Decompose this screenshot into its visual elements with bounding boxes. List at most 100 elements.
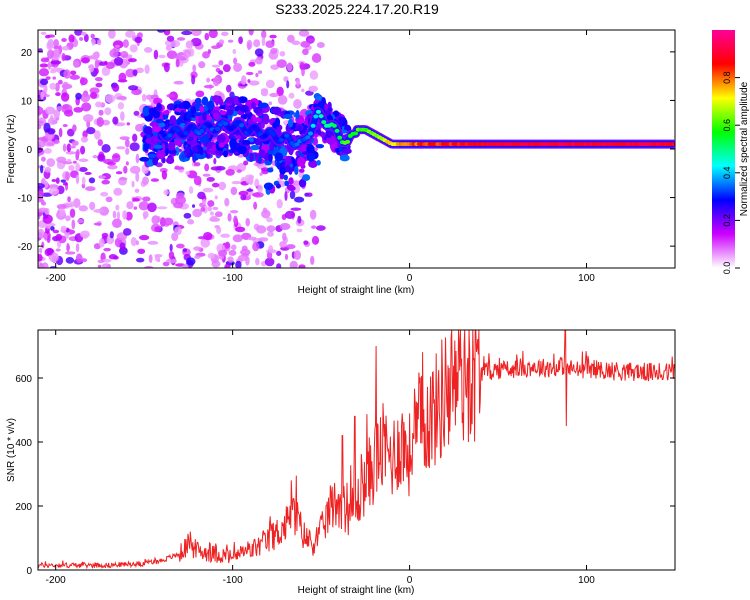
heatmap-cells bbox=[38, 30, 675, 268]
heatmap-noise-cell bbox=[175, 195, 187, 205]
heatmap-noise-cell bbox=[38, 190, 45, 197]
heatmap-noise-cell bbox=[55, 92, 61, 97]
heatmap-noise-cell bbox=[78, 158, 89, 162]
heatmap-noise-cell bbox=[214, 195, 218, 200]
heatmap-noise-cell bbox=[212, 206, 219, 211]
heatmap-band-cell bbox=[279, 166, 287, 175]
heatmap-noise-cell bbox=[297, 215, 302, 224]
heatmap-noise-cell bbox=[218, 60, 224, 66]
ridge-core-cell bbox=[167, 133, 173, 138]
colorbar-tick-label: 0.4 bbox=[722, 167, 732, 180]
heatmap-noise-cell bbox=[94, 59, 100, 69]
ridge-core-cell bbox=[241, 127, 247, 132]
heatmap-noise-cell bbox=[46, 248, 54, 256]
heatmap-band-cell bbox=[306, 144, 315, 154]
heatmap-noise-cell bbox=[99, 175, 106, 179]
heatmap-noise-cell bbox=[156, 206, 168, 210]
heatmap-band-cell bbox=[249, 152, 254, 162]
heatmap-noise-cell bbox=[187, 219, 195, 225]
heatmap-noise-cell bbox=[41, 192, 53, 197]
heatmap-noise-cell bbox=[311, 235, 320, 245]
heatmap-noise-cell bbox=[46, 158, 56, 167]
heatmap-noise-cell bbox=[238, 190, 249, 197]
heatmap-band-cell bbox=[150, 135, 159, 145]
heatmap-noise-cell bbox=[277, 177, 282, 182]
heatmap-noise-cell bbox=[293, 250, 302, 261]
heatmap-noise-cell bbox=[52, 49, 60, 59]
heatmap-noise-cell bbox=[116, 146, 126, 150]
heatmap-band-cell bbox=[174, 138, 182, 146]
heatmap-noise-cell bbox=[302, 48, 309, 56]
heatmap-noise-cell bbox=[113, 187, 123, 196]
heatmap-noise-cell bbox=[235, 260, 242, 268]
heatmap-band-cell bbox=[180, 109, 185, 120]
ridge-core-cell bbox=[671, 142, 675, 147]
heatmap-noise-cell bbox=[276, 198, 283, 209]
heatmap-noise-cell bbox=[93, 208, 105, 213]
heatmap-noise-cell bbox=[81, 176, 86, 185]
heatmap-noise-cell bbox=[38, 165, 46, 169]
heatmap-band-cell bbox=[342, 148, 352, 155]
heatmap-noise-cell bbox=[90, 33, 95, 39]
heatmap-noise-cell bbox=[151, 215, 160, 225]
colorbar-tick-label: 0.6 bbox=[722, 119, 732, 132]
heatmap-band-cell bbox=[262, 114, 270, 125]
heatmap-noise-cell bbox=[307, 38, 315, 43]
heatmap-band-cell bbox=[186, 152, 191, 159]
heatmap-noise-cell bbox=[132, 133, 138, 142]
heatmap-noise-cell bbox=[125, 68, 136, 78]
heatmap-band-cell bbox=[211, 95, 221, 102]
heatmap-noise-cell bbox=[53, 38, 60, 48]
heatmap-noise-cell bbox=[77, 219, 84, 224]
heatmap-noise-cell bbox=[97, 259, 105, 264]
heatmap-noise-cell bbox=[295, 78, 301, 86]
spectrogram-x-tick-label: -100 bbox=[223, 273, 243, 284]
heatmap-band-cell bbox=[201, 96, 209, 106]
heatmap-noise-cell bbox=[206, 176, 215, 182]
heatmap-noise-cell bbox=[44, 166, 52, 173]
heatmap-noise-cell bbox=[119, 242, 126, 251]
heatmap-noise-cell bbox=[76, 148, 80, 157]
heatmap-noise-cell bbox=[166, 50, 178, 60]
spectrogram-y-tick-label: 20 bbox=[21, 48, 33, 59]
heatmap-noise-cell bbox=[265, 79, 275, 89]
heatmap-noise-cell bbox=[40, 57, 50, 63]
heatmap-noise-cell bbox=[46, 225, 51, 229]
heatmap-noise-cell bbox=[103, 247, 111, 252]
heatmap-noise-cell bbox=[98, 238, 105, 248]
heatmap-band-cell bbox=[316, 159, 321, 166]
heatmap-noise-cell bbox=[306, 192, 313, 197]
ridge-core-cell bbox=[268, 129, 274, 134]
heatmap-noise-cell bbox=[142, 211, 149, 219]
heatmap-noise-cell bbox=[72, 160, 77, 164]
heatmap-noise-cell bbox=[97, 139, 103, 147]
heatmap-noise-cell bbox=[162, 261, 170, 267]
ridge-core-cell bbox=[334, 128, 340, 133]
heatmap-noise-cell bbox=[39, 247, 43, 254]
heatmap-noise-cell bbox=[277, 95, 288, 105]
heatmap-noise-cell bbox=[144, 265, 154, 268]
heatmap-noise-cell bbox=[207, 206, 212, 212]
ridge-core-cell bbox=[353, 131, 359, 136]
heatmap-noise-cell bbox=[119, 136, 130, 141]
heatmap-noise-cell bbox=[291, 40, 301, 46]
heatmap-band-cell bbox=[295, 109, 300, 120]
heatmap-band-cell bbox=[156, 102, 162, 112]
heatmap-noise-cell bbox=[311, 53, 322, 63]
heatmap-noise-cell bbox=[169, 243, 173, 252]
snr-y-label: SNR (10 * v/v) bbox=[6, 418, 17, 482]
heatmap-noise-cell bbox=[133, 206, 138, 210]
ridge-core-cell bbox=[310, 123, 316, 128]
heatmap-noise-cell bbox=[42, 214, 53, 224]
colorbar-gradient bbox=[712, 30, 735, 268]
heatmap-noise-cell bbox=[45, 34, 51, 39]
ridge-core-cell bbox=[315, 109, 321, 114]
colorbar-tick-label: 0.2 bbox=[722, 214, 732, 227]
heatmap-noise-cell bbox=[233, 57, 238, 65]
heatmap-noise-cell bbox=[230, 186, 238, 196]
heatmap-noise-cell bbox=[129, 142, 140, 152]
heatmap-band-cell bbox=[153, 144, 164, 149]
heatmap-noise-cell bbox=[303, 240, 309, 245]
heatmap-noise-cell bbox=[143, 47, 153, 53]
